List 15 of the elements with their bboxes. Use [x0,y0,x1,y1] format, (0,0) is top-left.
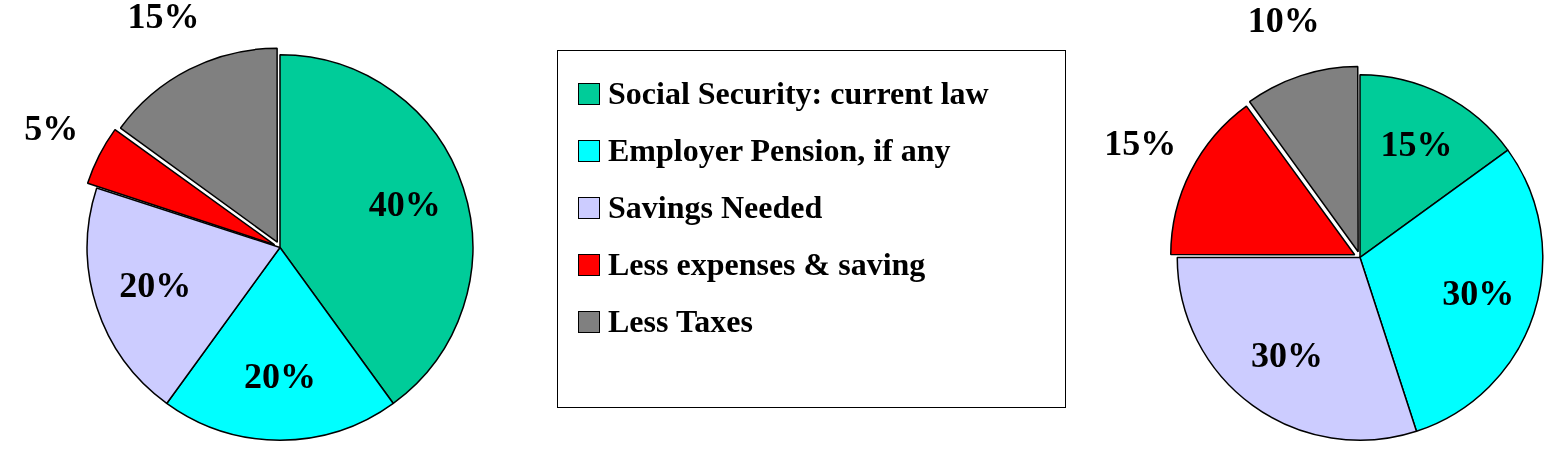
data-label: 20% [119,265,192,306]
legend-label: Less expenses & saving [608,246,926,283]
data-label: 30% [1250,335,1323,376]
data-label: 20% [244,355,316,396]
legend-label: Employer Pension, if any [608,132,951,169]
legend-label: Less Taxes [608,303,753,340]
data-label: 15% [1380,124,1453,165]
data-label: 30% [1442,273,1515,314]
data-label: 10% [1247,0,1320,41]
data-label: 40% [368,184,441,225]
data-label: 15% [1104,122,1177,163]
data-label: 15% [127,0,200,37]
data-label: 5% [24,108,79,149]
legend-label: Social Security: current law [608,75,989,112]
legend-label: Savings Needed [608,189,823,226]
